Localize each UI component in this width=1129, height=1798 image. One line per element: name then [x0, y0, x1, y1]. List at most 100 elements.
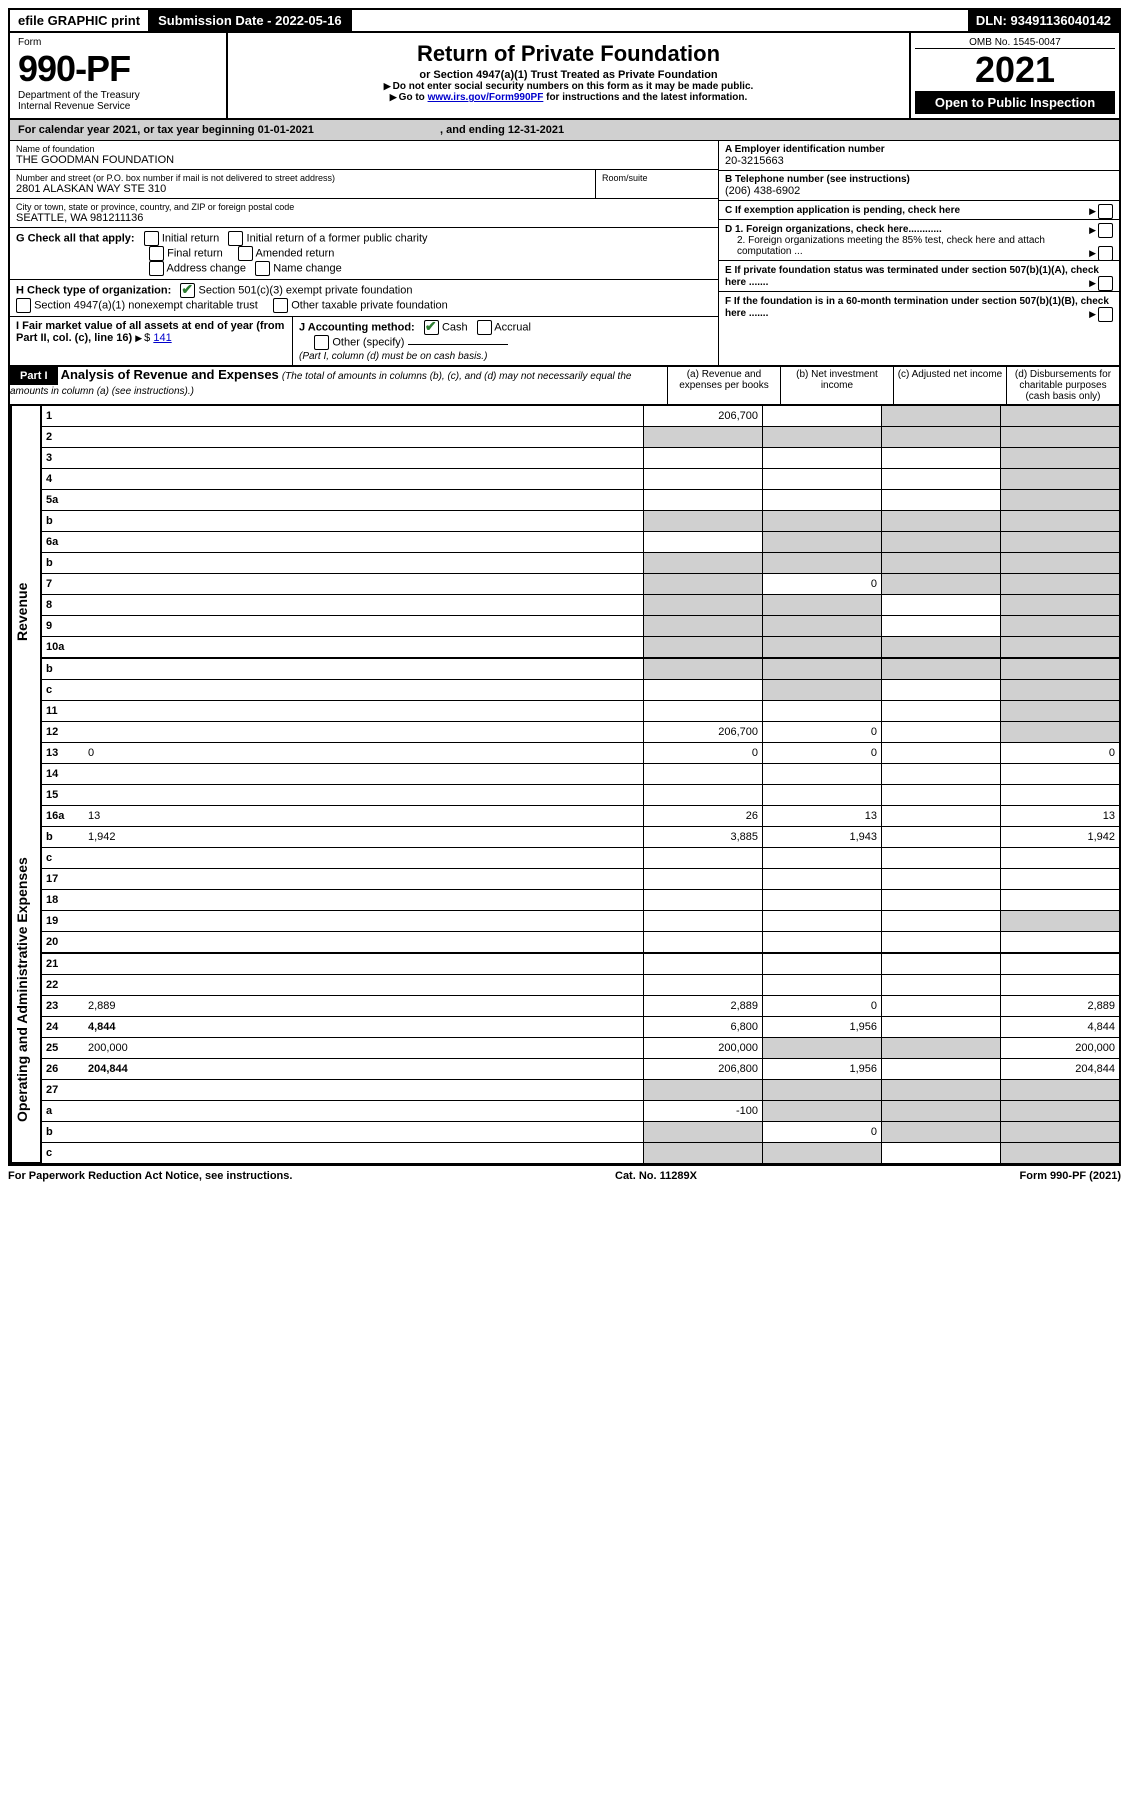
- line-description: [86, 448, 643, 468]
- cell-col-b: [762, 701, 881, 721]
- e-checkbox[interactable]: [1098, 276, 1113, 291]
- cell-col-c: [881, 954, 1000, 974]
- form-title: Return of Private Foundation: [234, 41, 903, 67]
- table-row: 244,8446,8001,9564,844: [42, 1017, 1119, 1038]
- cell-col-b: 1,956: [762, 1017, 881, 1037]
- cell-col-a: 206,700: [643, 722, 762, 742]
- line-number: c: [42, 1143, 86, 1163]
- city: SEATTLE, WA 981211136: [16, 212, 712, 224]
- cell-col-c: [881, 722, 1000, 742]
- line-number: 8: [42, 595, 86, 615]
- open-public: Open to Public Inspection: [915, 91, 1115, 114]
- cell-col-b: [762, 1080, 881, 1100]
- line-description: [86, 785, 643, 805]
- cell-col-b: [762, 954, 881, 974]
- footer-mid: Cat. No. 11289X: [615, 1170, 697, 1182]
- address-change-checkbox[interactable]: [149, 261, 164, 276]
- 4947-checkbox[interactable]: [16, 298, 31, 313]
- street: 2801 ALASKAN WAY STE 310: [16, 183, 589, 195]
- line-number: 26: [42, 1059, 86, 1079]
- c-checkbox[interactable]: [1098, 204, 1113, 219]
- line-description: [86, 406, 643, 426]
- line-description: 200,000: [86, 1038, 643, 1058]
- d1-label: D 1. Foreign organizations, check here..…: [725, 224, 942, 235]
- efile-label[interactable]: efile GRAPHIC print: [10, 10, 150, 31]
- accrual-checkbox[interactable]: [477, 320, 492, 335]
- room-label: Room/suite: [602, 173, 712, 183]
- cell-col-c: [881, 490, 1000, 510]
- line-number: 3: [42, 448, 86, 468]
- cell-col-d: [1000, 490, 1119, 510]
- line-number: b: [42, 511, 86, 531]
- cell-col-b: [762, 511, 881, 531]
- line-number: 25: [42, 1038, 86, 1058]
- cell-col-a: [643, 511, 762, 531]
- table-row: 15: [42, 785, 1119, 806]
- cell-col-d: [1000, 848, 1119, 868]
- footer-right: Form 990-PF (2021): [1020, 1170, 1121, 1182]
- i-label: I Fair market value of all assets at end…: [16, 320, 284, 344]
- table-row: b: [42, 553, 1119, 574]
- calendar-year-b: , and ending 12-31-2021: [440, 124, 564, 136]
- line-number: 27: [42, 1080, 86, 1100]
- table-row: c: [42, 1143, 1119, 1164]
- cell-col-d: [1000, 722, 1119, 742]
- cell-col-a: [643, 532, 762, 552]
- table-row: 25200,000200,000200,000: [42, 1038, 1119, 1059]
- 501c3-checkbox[interactable]: [180, 283, 195, 298]
- table-row: a-100: [42, 1101, 1119, 1122]
- table-row: 17: [42, 869, 1119, 890]
- fmv-value[interactable]: 141: [153, 332, 171, 344]
- topbar: efile GRAPHIC print Submission Date - 20…: [8, 8, 1121, 33]
- cell-col-c: [881, 1143, 1000, 1163]
- cell-col-b: [762, 595, 881, 615]
- name-change-checkbox[interactable]: [255, 261, 270, 276]
- line-number: b: [42, 827, 86, 847]
- cash-checkbox[interactable]: [424, 320, 439, 335]
- table-row: c: [42, 680, 1119, 701]
- city-label: City or town, state or province, country…: [16, 202, 712, 212]
- line-number: 23: [42, 996, 86, 1016]
- line-number: 10a: [42, 637, 86, 657]
- cell-col-d: [1000, 890, 1119, 910]
- other-method-checkbox[interactable]: [314, 335, 329, 350]
- cell-col-d: [1000, 701, 1119, 721]
- cell-col-a: 26: [643, 806, 762, 826]
- cell-col-d: [1000, 932, 1119, 952]
- table-row: b1,9423,8851,9431,942: [42, 827, 1119, 848]
- footer-left: For Paperwork Reduction Act Notice, see …: [8, 1170, 292, 1182]
- final-return-checkbox[interactable]: [149, 246, 164, 261]
- cell-col-c: [881, 680, 1000, 700]
- line-number: 13: [42, 743, 86, 763]
- cell-col-a: 6,800: [643, 1017, 762, 1037]
- cell-col-b: [762, 469, 881, 489]
- other-taxable-checkbox[interactable]: [273, 298, 288, 313]
- d2-checkbox[interactable]: [1098, 246, 1113, 261]
- cell-col-c: [881, 932, 1000, 952]
- table-row: 2: [42, 427, 1119, 448]
- cell-col-c: [881, 532, 1000, 552]
- form-link[interactable]: www.irs.gov/Form990PF: [428, 92, 544, 103]
- name-label: Name of foundation: [16, 144, 712, 154]
- cell-col-b: [762, 553, 881, 573]
- cell-col-d: [1000, 1122, 1119, 1142]
- table-row: b0: [42, 1122, 1119, 1143]
- amended-return-checkbox[interactable]: [238, 246, 253, 261]
- cell-col-b: [762, 848, 881, 868]
- cell-col-d: [1000, 448, 1119, 468]
- f-checkbox[interactable]: [1098, 307, 1113, 322]
- initial-former-checkbox[interactable]: [228, 231, 243, 246]
- j-label: J Accounting method:: [299, 321, 415, 333]
- cell-col-d: [1000, 616, 1119, 636]
- line-description: [86, 574, 643, 594]
- cell-col-a: -100: [643, 1101, 762, 1121]
- table-row: 6a: [42, 532, 1119, 553]
- cell-col-d: [1000, 469, 1119, 489]
- dept-treasury: Department of the Treasury: [18, 90, 218, 101]
- cell-col-b: 0: [762, 996, 881, 1016]
- cell-col-d: 2,889: [1000, 996, 1119, 1016]
- initial-return-checkbox[interactable]: [144, 231, 159, 246]
- d1-checkbox[interactable]: [1098, 223, 1113, 238]
- line-description: [86, 553, 643, 573]
- line-description: [86, 427, 643, 447]
